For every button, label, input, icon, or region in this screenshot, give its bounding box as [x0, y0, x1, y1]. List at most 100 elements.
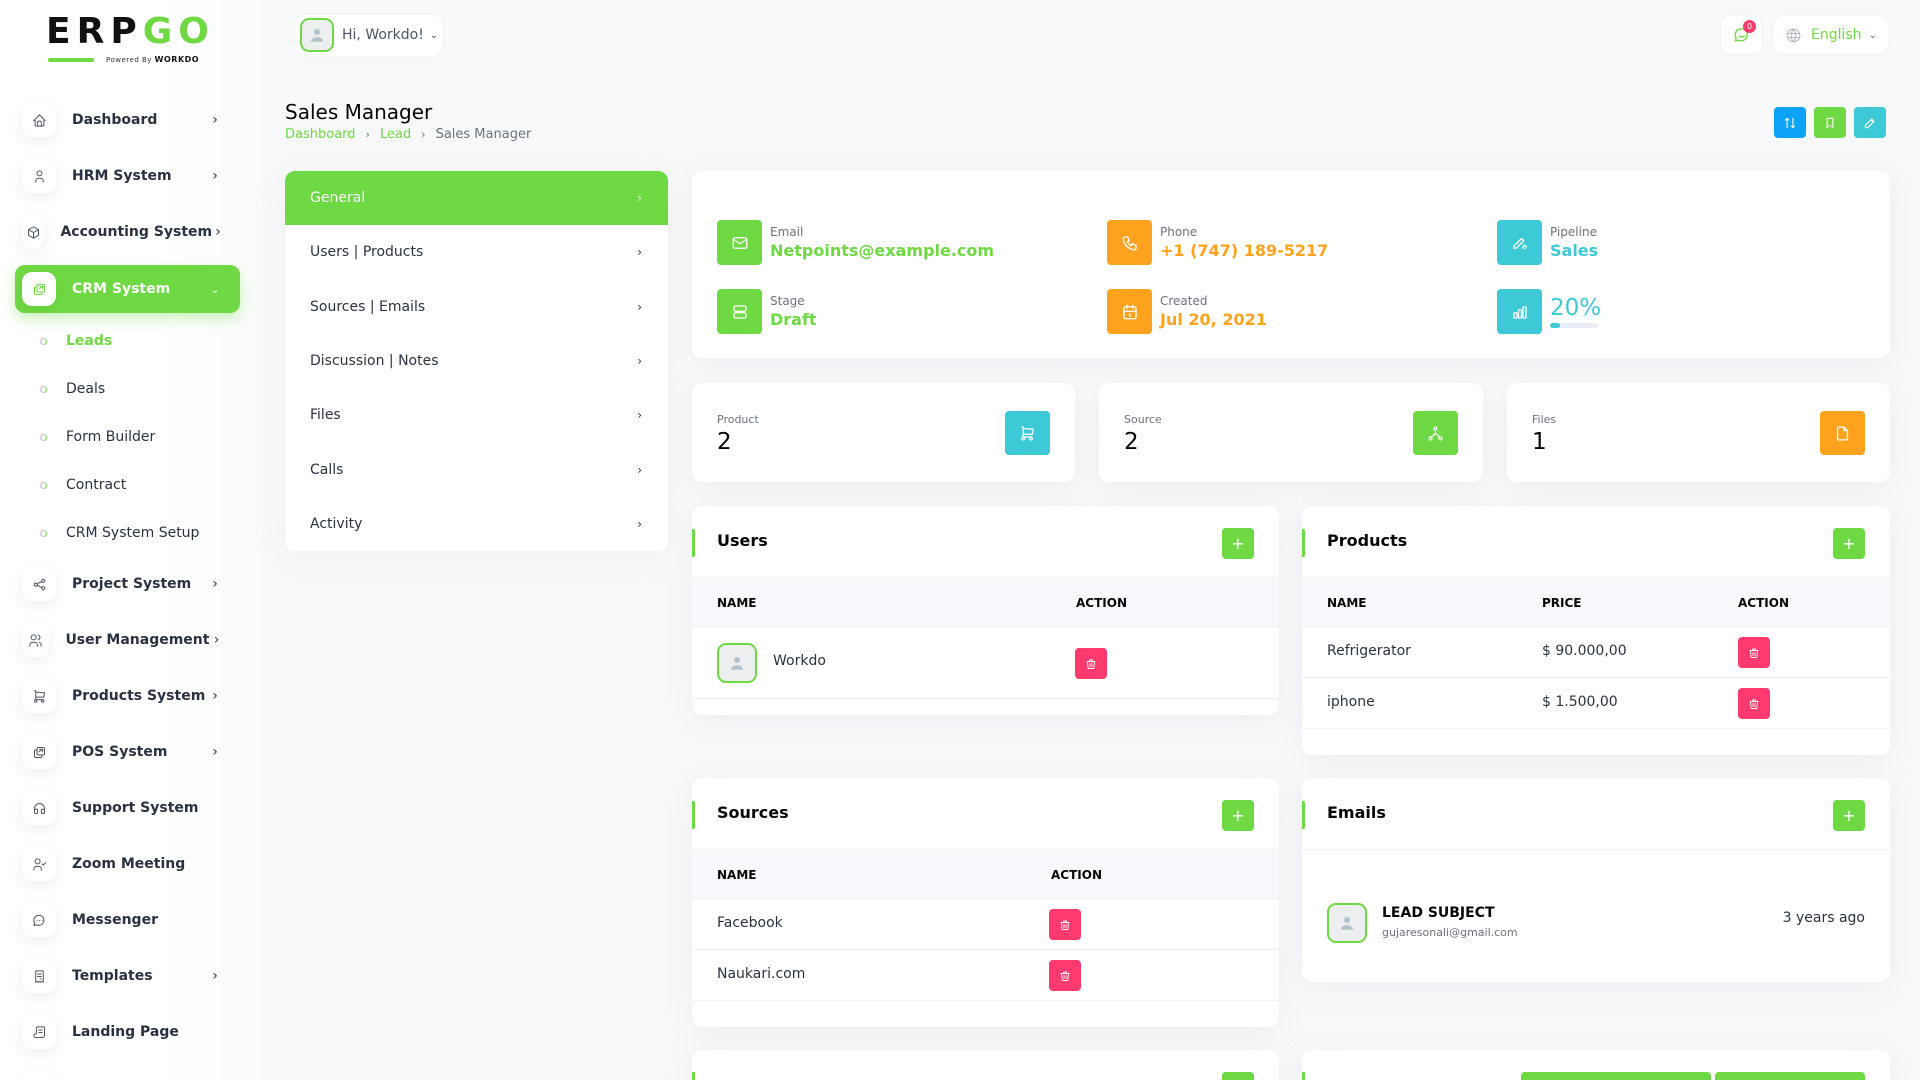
card-title: Emails	[1327, 803, 1386, 822]
sidebar-item-label: Landing Page	[72, 1024, 179, 1040]
sidebar-item-products-system[interactable]: Products System ›	[15, 672, 240, 720]
sidebar-subitem-crm-system-setup[interactable]: CRM System Setup	[40, 522, 199, 544]
user-placeholder-icon	[731, 657, 743, 670]
lead-info-card: Email Netpoints@example.com Phone +1 (747)…	[692, 171, 1890, 358]
chart-bar-icon	[1497, 289, 1542, 334]
info-email: Email Netpoints@example.com	[717, 220, 994, 265]
source-name: Naukari.com	[717, 966, 806, 982]
users-card: Users + NAME ACTION Workdo	[692, 506, 1279, 715]
edit-button[interactable]	[1854, 107, 1886, 138]
sidebar-item-accounting-system[interactable]: Accounting System ›	[15, 208, 240, 256]
convert-button[interactable]	[1774, 107, 1806, 138]
sidebar-subitem-form-builder[interactable]: Form Builder	[40, 426, 155, 448]
bullet-icon	[40, 481, 47, 489]
breadcrumb-lead[interactable]: Lead	[379, 127, 412, 142]
language-dropdown[interactable]: English ⌄	[1772, 15, 1890, 55]
card-title: Products	[1327, 531, 1408, 550]
sidebar-item-support-system[interactable]: Support System	[15, 784, 240, 832]
delete-user-button[interactable]	[1075, 648, 1107, 679]
sidebar-item-project-system[interactable]: Project System ›	[15, 560, 240, 608]
add-source-button[interactable]: +	[1222, 800, 1254, 831]
sidebar-item-hrm-system[interactable]: HRM System ›	[15, 152, 240, 200]
chevron-right-icon: ›	[637, 191, 642, 206]
tab-general[interactable]: General ›	[285, 171, 668, 226]
bullet-icon	[40, 433, 47, 441]
progress-value: 20%	[1550, 295, 1602, 321]
stat-card-source: Source 2	[1099, 383, 1483, 482]
stage-value: Draft	[770, 309, 817, 329]
headphones-icon	[22, 791, 56, 825]
sidebar-item-more[interactable]	[15, 1064, 240, 1080]
sidebar-item-dashboard[interactable]: Dashboard ›	[15, 96, 240, 144]
sidebar-item-label: Project System	[72, 576, 192, 592]
email-list-item[interactable]: LEAD SUBJECT gujaresonali@gmail.com 3 ye…	[1327, 901, 1865, 946]
user-menu-dropdown[interactable]: Hi, Workdo! ⌄	[294, 13, 444, 57]
sidebar-subitem-leads[interactable]: Leads	[40, 330, 112, 352]
chevron-right-icon: ›	[637, 516, 642, 531]
labels-button[interactable]	[1814, 107, 1846, 138]
chevron-right-icon: ›	[212, 112, 218, 128]
tab-files[interactable]: Files ›	[310, 407, 642, 424]
breadcrumb-dashboard[interactable]: Dashboard	[285, 127, 356, 142]
greeting-text: Hi, Workdo!	[342, 27, 424, 43]
bullet-icon	[40, 337, 47, 345]
sidebar-item-label: Templates	[72, 968, 153, 984]
discussion-card	[692, 1050, 1279, 1080]
erpgo-logo[interactable]: ERPGO Powered By WORKDO	[46, 14, 216, 66]
sidebar-item-messenger[interactable]: Messenger	[15, 896, 240, 944]
tab-sources-emails[interactable]: Sources | Emails ›	[310, 298, 642, 315]
sidebar-item-pos-system[interactable]: POS System ›	[15, 728, 240, 776]
sidebar-item-zoom-meeting[interactable]: Zoom Meeting	[15, 840, 240, 888]
tab-activity[interactable]: Activity ›	[310, 515, 642, 532]
sidebar-subitem-deals[interactable]: Deals	[40, 378, 105, 400]
notes-card	[1302, 1050, 1890, 1080]
tab-discussion-notes[interactable]: Discussion | Notes ›	[310, 353, 642, 370]
trash-icon	[1060, 971, 1070, 981]
messages-button[interactable]: 0	[1720, 15, 1763, 55]
sidebar-item-user-management[interactable]: User Management ›	[15, 616, 240, 664]
sidebar-item-landing-page[interactable]: Landing Page	[15, 1008, 240, 1056]
menu-icon	[22, 1071, 56, 1080]
sidebar-subitem-contract[interactable]: Contract	[40, 474, 126, 496]
delete-product-button[interactable]	[1738, 637, 1770, 668]
chevron-right-icon: ›	[637, 462, 642, 477]
notes-save-button[interactable]	[1715, 1072, 1865, 1080]
user-placeholder-icon	[311, 29, 323, 42]
trash-icon	[1060, 920, 1070, 930]
delete-product-button[interactable]	[1738, 688, 1770, 719]
breadcrumb: Dashboard › Lead › Sales Manager	[285, 127, 531, 142]
add-discussion-button[interactable]	[1222, 1072, 1254, 1080]
delete-source-button[interactable]	[1049, 909, 1081, 940]
pipeline-value: Sales	[1550, 240, 1599, 260]
sidebar-item-crm-system[interactable]: CRM System ⌄	[15, 265, 240, 313]
avatar	[717, 643, 757, 683]
phone-value: +1 (747) 189-5217	[1160, 240, 1329, 260]
server-icon	[717, 289, 762, 334]
sidebar-item-label: CRM System	[72, 281, 171, 297]
email-address: gujaresonali@gmail.com	[1382, 926, 1518, 939]
product-price: $ 90.000,00	[1542, 643, 1627, 659]
info-phone: Phone +1 (747) 189-5217	[1107, 220, 1328, 265]
add-product-button[interactable]: +	[1833, 528, 1865, 559]
table-row: Refrigerator $ 90.000,00	[1302, 627, 1890, 678]
pencil-icon	[1864, 117, 1875, 128]
tab-calls[interactable]: Calls ›	[310, 461, 642, 478]
product-name: Refrigerator	[1327, 643, 1411, 659]
add-user-button[interactable]: +	[1222, 528, 1254, 559]
sitemap-icon	[1413, 411, 1458, 455]
table-row: iphone $ 1.500,00	[1302, 678, 1890, 729]
notes-action-button[interactable]	[1521, 1072, 1711, 1080]
sidebar-item-templates[interactable]: Templates ›	[15, 952, 240, 1000]
table-header: NAME ACTION	[692, 578, 1279, 627]
add-email-button[interactable]: +	[1833, 800, 1865, 831]
trash-icon	[1749, 699, 1759, 709]
chevron-down-icon: ⌄	[210, 282, 220, 296]
card-title: Sources	[717, 803, 789, 822]
bullet-icon	[40, 385, 47, 393]
chevron-down-icon: ⌄	[429, 29, 439, 41]
delete-source-button[interactable]	[1049, 960, 1081, 991]
emails-card: Emails + LEAD SUBJECT gujaresonali@gmail…	[1302, 778, 1890, 982]
created-value: Jul 20, 2021	[1160, 309, 1267, 329]
stat-card-product: Product 2	[692, 383, 1075, 482]
tab-users-products[interactable]: Users | Products ›	[310, 244, 642, 261]
